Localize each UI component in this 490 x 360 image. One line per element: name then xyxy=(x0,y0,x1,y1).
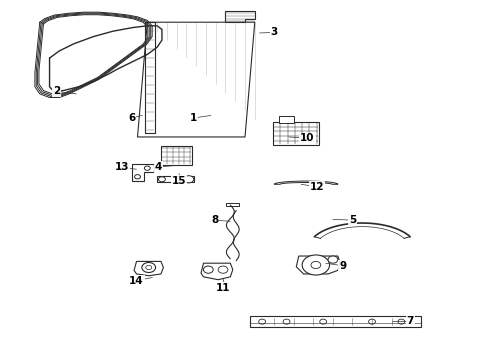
Circle shape xyxy=(184,176,194,183)
Circle shape xyxy=(302,255,330,275)
Circle shape xyxy=(398,319,405,324)
Polygon shape xyxy=(226,203,239,206)
Circle shape xyxy=(142,262,156,273)
Text: 10: 10 xyxy=(300,134,315,143)
Text: 15: 15 xyxy=(172,176,186,186)
Polygon shape xyxy=(296,256,340,274)
Circle shape xyxy=(368,319,375,324)
Text: 6: 6 xyxy=(128,113,135,123)
Polygon shape xyxy=(157,176,194,182)
Circle shape xyxy=(311,261,321,269)
Polygon shape xyxy=(279,116,294,123)
Circle shape xyxy=(218,266,228,273)
Text: 9: 9 xyxy=(339,261,346,271)
Circle shape xyxy=(159,177,165,182)
Text: 1: 1 xyxy=(190,113,197,123)
Circle shape xyxy=(328,256,338,263)
Circle shape xyxy=(203,266,213,273)
Polygon shape xyxy=(201,263,233,280)
Text: 12: 12 xyxy=(310,182,324,192)
Text: 5: 5 xyxy=(349,215,356,225)
Text: 8: 8 xyxy=(211,215,219,225)
Text: 3: 3 xyxy=(270,27,278,37)
Text: 4: 4 xyxy=(154,162,162,172)
Text: 7: 7 xyxy=(407,316,414,325)
Polygon shape xyxy=(274,181,338,184)
Circle shape xyxy=(146,265,152,270)
Text: 13: 13 xyxy=(115,162,129,172)
Polygon shape xyxy=(250,316,421,327)
FancyBboxPatch shape xyxy=(273,122,319,145)
Circle shape xyxy=(259,319,266,324)
Circle shape xyxy=(135,175,141,179)
Circle shape xyxy=(320,319,327,324)
Text: 2: 2 xyxy=(53,86,60,96)
Text: 14: 14 xyxy=(129,276,144,286)
Text: 11: 11 xyxy=(216,283,230,293)
Circle shape xyxy=(145,166,150,170)
Polygon shape xyxy=(225,12,255,22)
Polygon shape xyxy=(134,261,163,276)
FancyBboxPatch shape xyxy=(161,146,192,165)
Polygon shape xyxy=(132,164,154,181)
Circle shape xyxy=(283,319,290,324)
